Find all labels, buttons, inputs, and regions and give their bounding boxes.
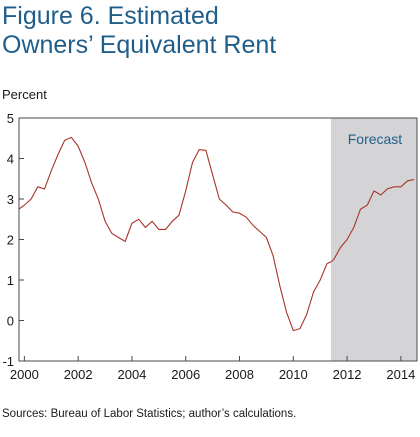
chart-title-line-2: Owners’ Equivalent Rent — [2, 31, 277, 59]
forecast-region — [330, 118, 417, 361]
y-tick-label: 1 — [7, 273, 14, 288]
x-tick-label: 2014 — [386, 367, 415, 382]
series-line-owners-equivalent-rent — [18, 136, 415, 332]
forecast-label: Forecast — [348, 131, 403, 147]
x-tick-label: 2006 — [171, 367, 200, 382]
x-tick-label: 2008 — [225, 367, 254, 382]
chart-title-line-1: Figure 6. Estimated — [2, 2, 219, 30]
x-tick-label: 2000 — [10, 367, 39, 382]
y-tick-label: 5 — [7, 111, 14, 126]
y-tick-label: -1 — [2, 354, 14, 369]
source-note: Sources: Bureau of Labor Statistics; aut… — [2, 408, 297, 420]
y-axis-label: Percent — [2, 87, 47, 102]
y-tick-label: 4 — [7, 152, 14, 167]
x-tick-label: 2002 — [64, 367, 93, 382]
chart-title: Figure 6. Estimated Owners’ Equivalent R… — [2, 2, 276, 60]
x-tick-label: 2010 — [279, 367, 308, 382]
y-axis: -1 0 1 2 3 4 5 — [2, 111, 24, 369]
y-tick-label: 3 — [7, 192, 14, 207]
x-tick-label: 2004 — [117, 367, 146, 382]
y-tick-label: 0 — [7, 314, 14, 329]
y-tick-label: 2 — [7, 233, 14, 248]
x-axis: 2000 2002 2004 2006 2008 2010 2012 2014 — [10, 356, 415, 382]
x-tick-label: 2012 — [333, 367, 362, 382]
